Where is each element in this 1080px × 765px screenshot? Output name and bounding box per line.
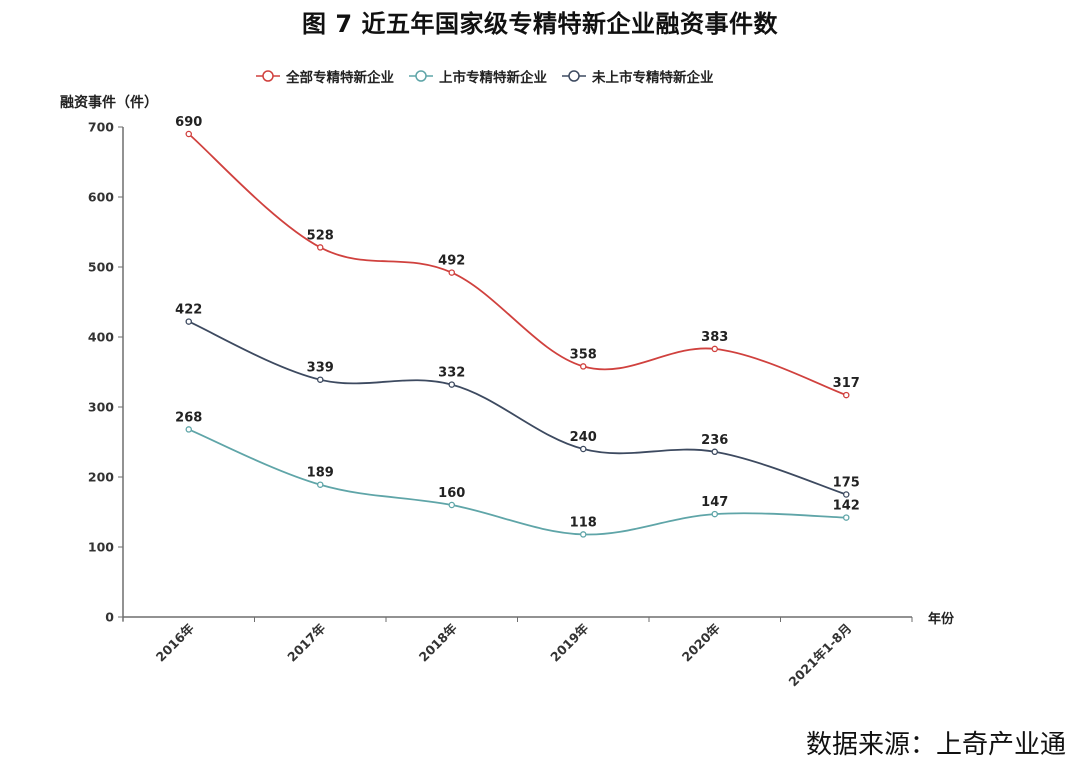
y-tick-label: 700 [88,120,114,135]
legend: 全部专精特新企业 上市专精特新企业 未上市专精特新企业 [255,66,714,86]
data-point [185,426,192,433]
legend-marker-icon [256,70,280,82]
x-tick-label: 2021年1-8月 [786,621,855,690]
y-tick-label: 200 [88,470,114,485]
data-point [711,345,719,353]
data-point [580,531,587,538]
data-label: 147 [701,495,728,510]
data-label: 189 [307,466,334,481]
y-tick-label: 100 [88,540,114,555]
data-point [843,514,850,521]
legend-marker-icon [409,70,433,82]
data-point [448,501,455,509]
series-unlisted [185,318,850,498]
legend-marker-icon [562,70,586,82]
data-label: 332 [438,366,465,381]
series-line-unlisted [188,320,847,496]
series-all [185,130,850,399]
data-label: 118 [570,515,597,530]
data-label: 268 [175,410,202,425]
data-point [448,381,455,388]
data-label: 160 [438,486,465,501]
data-point [843,391,850,399]
x-tick-label: 2019年 [547,620,591,664]
data-point [580,445,587,453]
x-axis-title: 年份 [928,612,955,627]
data-label: 339 [307,361,334,376]
y-tick-label: 0 [105,610,114,625]
data-label: 175 [833,476,860,491]
series-layer [185,130,850,538]
data-label: 422 [175,303,202,318]
data-label: 142 [833,499,860,514]
data-point [448,269,455,276]
x-tick-label: 2017年 [284,620,328,664]
x-tick-label: 2020年 [679,620,723,664]
data-label: 690 [175,115,202,130]
y-tick-label: 500 [88,260,114,275]
y-tick-label: 400 [88,330,114,345]
source-note: 数据来源：上奇产业通 [805,730,1066,760]
series-listed [185,426,850,538]
data-label: 236 [701,433,728,448]
data-point [316,244,324,251]
series-line-listed [188,428,847,536]
x-tick-label: 2018年 [416,620,460,664]
data-point [185,130,192,138]
data-label: 528 [307,228,334,243]
series-line-all [188,133,847,396]
legend-item-unlisted[interactable]: 未上市专精特新企业 [561,66,714,86]
data-labels: 690 528 492 358 383 317 268 189 160 118 147 142 422 3… [175,115,860,530]
legend-item-all[interactable]: 全部专精特新企业 [255,66,394,86]
data-point [711,448,719,456]
data-point [185,318,192,325]
data-point [843,491,850,498]
legend-label: 全部专精特新企业 [286,70,394,86]
data-label: 358 [570,347,597,362]
data-point [316,376,324,383]
chart-title: 图 7 近五年国家级专精特新企业融资事件数 [302,10,778,38]
data-point [316,481,324,488]
data-point [580,363,587,370]
y-axis-title: 融资事件（件） [60,95,158,111]
data-label: 240 [570,430,597,445]
y-tick-label: 600 [88,190,114,205]
data-point [711,510,719,518]
legend-item-listed[interactable]: 上市专精特新企业 [408,66,547,86]
legend-label: 上市专精特新企业 [439,70,547,86]
data-label: 492 [438,254,465,269]
data-label: 317 [833,376,860,391]
data-label: 383 [701,330,728,345]
legend-label: 未上市专精特新企业 [592,70,714,86]
x-tick-label: 2016年 [153,620,197,664]
y-tick-label: 300 [88,400,114,415]
axes: 0 100 200 300 400 500 600 700 2016年 2017年 2018年 201… [88,120,913,690]
